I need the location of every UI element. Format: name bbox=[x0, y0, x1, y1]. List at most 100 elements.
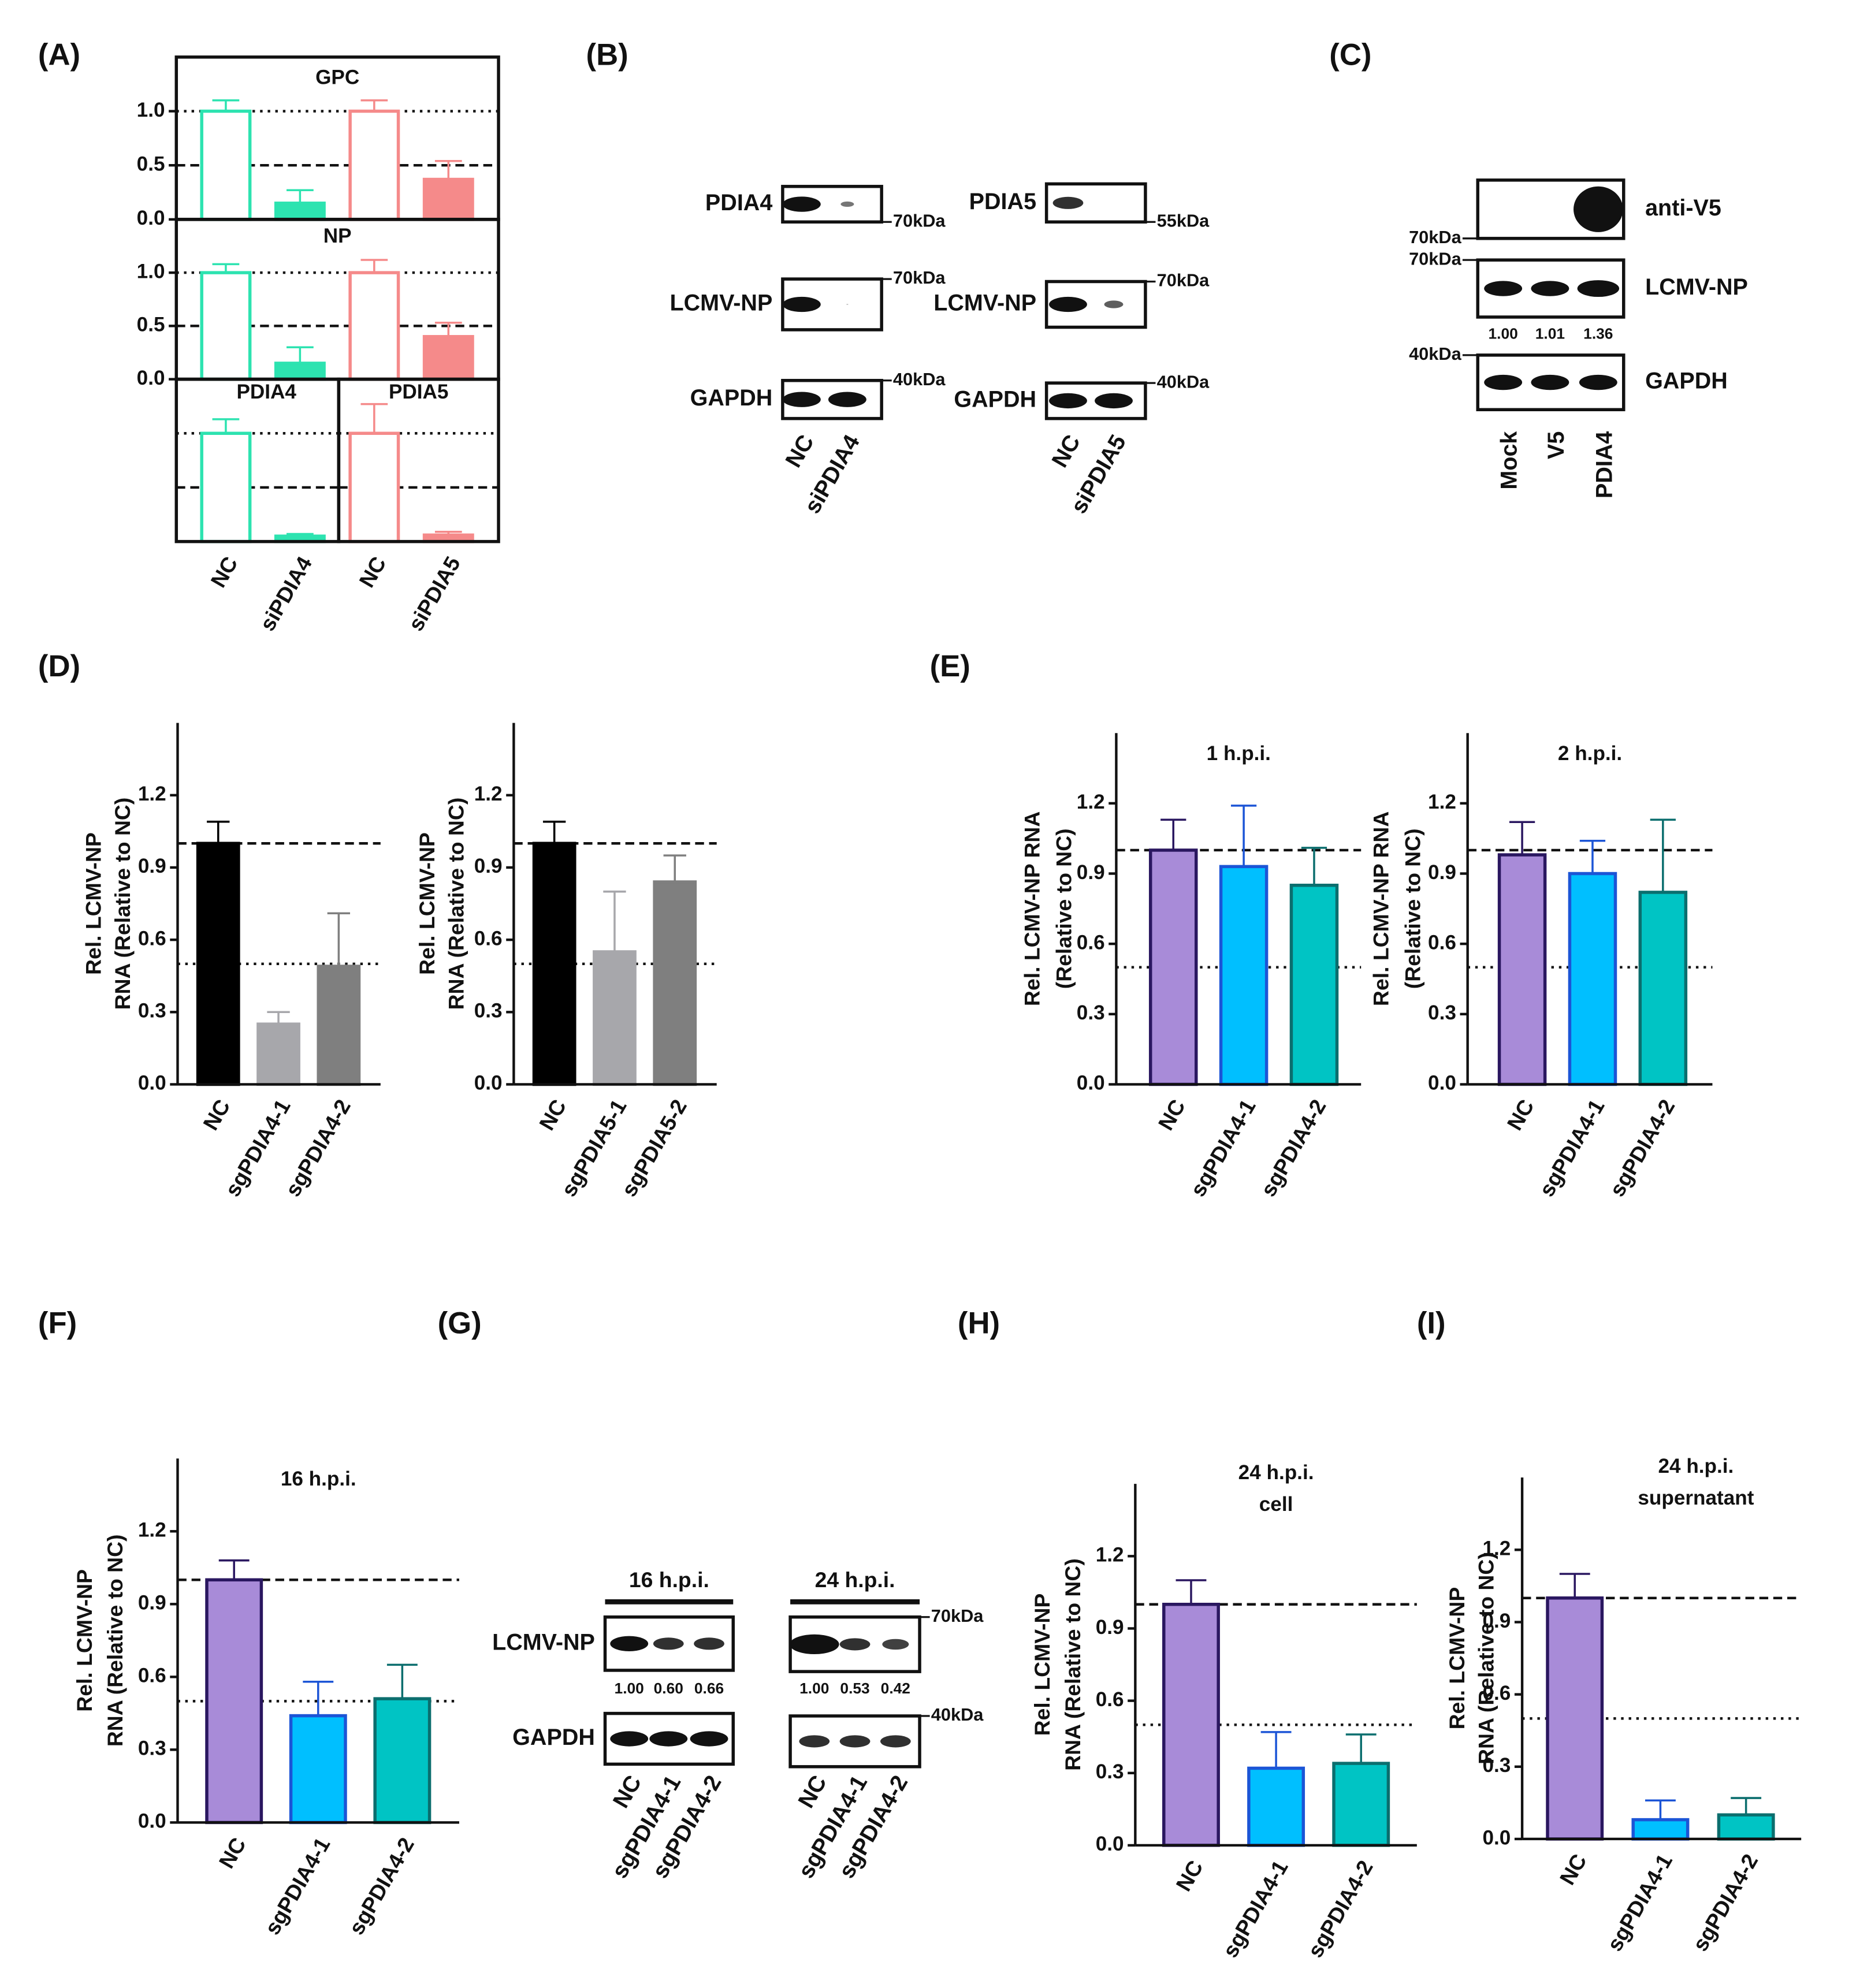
bar bbox=[1332, 1762, 1390, 1847]
y-tick-label: 0.3 bbox=[1077, 1002, 1105, 1024]
blot-box bbox=[603, 1615, 735, 1672]
blot-label: GAPDH bbox=[690, 385, 773, 411]
y-tick-label: 0.3 bbox=[1482, 1754, 1511, 1777]
band bbox=[653, 1637, 684, 1650]
band bbox=[610, 1731, 649, 1747]
y-axis-label: Rel. LCMV-NP bbox=[72, 1569, 96, 1712]
band bbox=[1049, 296, 1087, 312]
blot-box bbox=[788, 1714, 921, 1769]
panel-label: (E) bbox=[930, 649, 970, 683]
y-tick-label: 0.3 bbox=[474, 1000, 503, 1022]
panel-label: (A) bbox=[38, 38, 80, 72]
chart-title: supernatant bbox=[1638, 1487, 1754, 1509]
bar bbox=[1568, 872, 1617, 1086]
y-tick-label: 0.9 bbox=[138, 855, 166, 877]
blot-label: anti-V5 bbox=[1645, 195, 1721, 221]
blot-box bbox=[1476, 258, 1625, 319]
y-tick-label: 1.0 bbox=[137, 260, 165, 282]
band bbox=[1095, 393, 1133, 409]
y-axis-label: RNA (Relative to NC) bbox=[1061, 1558, 1085, 1771]
y-tick-label: 0.0 bbox=[1096, 1833, 1124, 1855]
chart-title: NP bbox=[323, 225, 352, 247]
bar bbox=[200, 431, 252, 543]
panel-label: (C) bbox=[1329, 38, 1371, 72]
x-tick-label: NC bbox=[1154, 1095, 1190, 1134]
band bbox=[789, 1634, 839, 1655]
y-tick-label: 0.9 bbox=[1096, 1616, 1124, 1639]
band bbox=[694, 1637, 724, 1650]
x-tick-label: sgPDIA4-2 bbox=[1605, 1095, 1680, 1201]
x-tick-label: sgPDIA4-1 bbox=[1602, 1850, 1677, 1956]
y-tick-label: 0.6 bbox=[138, 1665, 166, 1687]
blot-label: GAPDH bbox=[954, 386, 1036, 412]
panel-label: (G) bbox=[438, 1306, 482, 1341]
lane-label: PDIA4 bbox=[1591, 431, 1617, 498]
y-tick-label: 0.9 bbox=[138, 1592, 166, 1614]
marker-label: 70kDa bbox=[1409, 248, 1461, 269]
band bbox=[1579, 374, 1617, 390]
chart-title: cell bbox=[1259, 1493, 1293, 1516]
x-tick-label: NC bbox=[1502, 1095, 1538, 1134]
band bbox=[839, 1638, 871, 1651]
bar bbox=[1162, 1603, 1220, 1847]
y-tick-label: 1.2 bbox=[138, 1519, 166, 1542]
x-tick-label: NC bbox=[1171, 1856, 1207, 1896]
band bbox=[1484, 374, 1523, 390]
y-tick-label: 0.5 bbox=[137, 314, 165, 336]
blot-box bbox=[788, 1615, 921, 1673]
bar bbox=[274, 362, 326, 381]
y-tick-label: 0.0 bbox=[1482, 1826, 1511, 1849]
x-tick-label: sgPDIA4-1 bbox=[1534, 1095, 1609, 1201]
x-tick-label: NC bbox=[214, 1833, 251, 1872]
bar bbox=[373, 1697, 432, 1825]
blot-label: GAPDH bbox=[512, 1725, 595, 1750]
lane-label: NC bbox=[608, 1771, 647, 1812]
y-tick-label: 0.0 bbox=[1428, 1072, 1456, 1094]
bar bbox=[256, 1022, 300, 1086]
bar bbox=[348, 109, 400, 221]
marker-label: 40kDa bbox=[893, 369, 946, 389]
marker-label: 70kDa bbox=[1157, 270, 1210, 291]
quantification: 0.53 bbox=[840, 1680, 869, 1697]
blot-box bbox=[1044, 280, 1147, 329]
x-tick-label: sgPDIA4-1 bbox=[1185, 1095, 1260, 1201]
y-tick-label: 0.3 bbox=[138, 1737, 166, 1760]
band bbox=[880, 1735, 911, 1748]
x-tick-label: siPDIA4 bbox=[255, 552, 317, 635]
band bbox=[649, 1731, 688, 1747]
y-tick-label: 0.0 bbox=[1077, 1072, 1105, 1094]
marker-label: 40kDa bbox=[1409, 344, 1461, 364]
y-tick-label: 0.0 bbox=[474, 1072, 503, 1094]
bar bbox=[1247, 1766, 1305, 1847]
quantification: 1.00 bbox=[615, 1680, 644, 1697]
blot-label: PDIA4 bbox=[705, 190, 772, 215]
band bbox=[1574, 186, 1623, 232]
blot-box bbox=[1476, 178, 1625, 240]
y-tick-label: 0.3 bbox=[138, 1000, 166, 1022]
bar bbox=[274, 202, 326, 221]
y-tick-label: 1.2 bbox=[138, 783, 166, 805]
band bbox=[882, 1639, 909, 1650]
bar bbox=[205, 1578, 263, 1825]
y-tick-label: 0.0 bbox=[137, 367, 165, 389]
lane-label: NC bbox=[780, 430, 819, 471]
y-tick-label: 1.2 bbox=[1428, 791, 1456, 813]
y-tick-label: 1.2 bbox=[1096, 1544, 1124, 1566]
y-tick-label: 0.9 bbox=[1482, 1610, 1511, 1632]
y-tick-label: 0.5 bbox=[137, 152, 165, 175]
y-tick-label: 0.0 bbox=[138, 1810, 166, 1833]
y-tick-label: 0.3 bbox=[1096, 1760, 1124, 1783]
marker-label: 70kDa bbox=[893, 210, 946, 230]
marker-label: 40kDa bbox=[931, 1704, 984, 1725]
band bbox=[1531, 374, 1569, 390]
bar bbox=[348, 271, 400, 381]
x-tick-label: sgPDIA4-2 bbox=[1303, 1856, 1378, 1962]
bar bbox=[1638, 891, 1688, 1086]
marker-label: 40kDa bbox=[1157, 371, 1210, 392]
y-axis-label: RNA (Relative to NC) bbox=[444, 798, 468, 1010]
bar bbox=[1289, 884, 1339, 1086]
bar bbox=[317, 965, 361, 1086]
marker-label: 70kDa bbox=[931, 1606, 984, 1626]
blot-box bbox=[1044, 182, 1147, 224]
y-axis-label: Rel. LCMV-NP RNA bbox=[1020, 811, 1044, 1006]
